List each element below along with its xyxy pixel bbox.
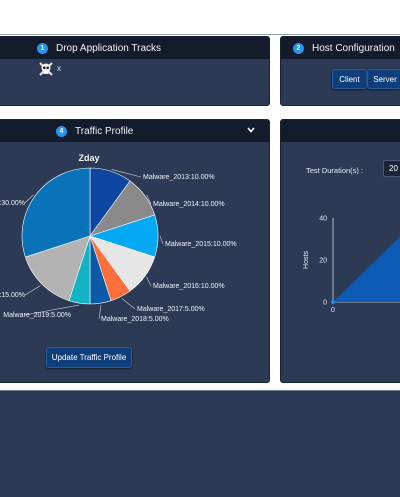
- pie-slice-label: Malware_2015:10.00%: [165, 241, 237, 248]
- server-button[interactable]: Server: [367, 69, 400, 89]
- pie-slice-label: Malware_2014:10.00%: [153, 201, 225, 208]
- host-config-header: 2 Host Configuration: [281, 37, 400, 59]
- test-profile-panel: Test Duration(s) : 20 40 20 0 0 Hosts: [280, 119, 400, 383]
- drop-application-tracks-panel: 1 Drop Application Tracks x: [0, 36, 270, 106]
- drop-tracks-title: Drop Application Tracks: [56, 42, 162, 54]
- pie-label-connector: [111, 169, 142, 178]
- pie-label-connector: [24, 285, 41, 296]
- drop-tracks-header: 1 Drop Application Tracks: [0, 37, 269, 59]
- track-remove-x[interactable]: x: [57, 64, 61, 73]
- pie-slice-label: Malware_2018:5.00%: [101, 316, 169, 323]
- pie-slice-label: Malware_2017:5.00%: [137, 306, 205, 313]
- x-tick-label: 0: [331, 307, 335, 314]
- pie-slice-label: :15.00%: [0, 292, 25, 299]
- chevron-down-icon[interactable]: [247, 127, 255, 133]
- y-tick-label: 0: [323, 300, 327, 307]
- test-duration-input[interactable]: 20: [383, 160, 400, 177]
- skull-icon[interactable]: [39, 62, 53, 76]
- step-number-badge: 1: [37, 42, 48, 54]
- y-tick-label: 20: [319, 258, 327, 265]
- pie-label-connector: [24, 304, 80, 316]
- client-button[interactable]: Client: [332, 69, 367, 89]
- pie-label-connector: [98, 305, 102, 320]
- pie-label-connector: [24, 194, 34, 204]
- pie-chart-title: Zday: [78, 153, 100, 163]
- update-traffic-profile-button[interactable]: Update Traffic Profile: [46, 347, 132, 368]
- pie-label-connector: [159, 235, 164, 245]
- pie-slice[interactable]: [24, 235, 91, 302]
- test-profile-header: [281, 120, 400, 142]
- bottom-panel: [0, 390, 400, 497]
- pie-slice-label: Malware_2019:5.00%: [3, 312, 71, 319]
- hosts-area[interactable]: [333, 226, 400, 302]
- host-config-title: Host Configuration: [312, 42, 395, 54]
- pie-label-connector: [146, 276, 152, 287]
- step-number-badge: 2: [293, 42, 304, 54]
- traffic-profile-header: 4 Traffic Profile: [0, 120, 269, 142]
- y-axis-label: Hosts: [303, 251, 310, 269]
- hosts-area-chart: 40 20 00 Hosts: [303, 216, 400, 314]
- traffic-pie-chart: Malware_2013:10.00% Malware_2014:10.00% Ma…: [0, 167, 237, 323]
- pie-slice[interactable]: [21, 167, 91, 258]
- pie-label-connector: [121, 298, 136, 310]
- pie-label-connector: [146, 194, 152, 205]
- traffic-profile-panel: 4 Traffic Profile Zday Malware_2013:10.0…: [0, 119, 270, 383]
- pie-slice-label: :30.00%: [0, 200, 25, 207]
- step-number-badge: 4: [56, 125, 67, 137]
- pie-slice-label: Malware_2013:10.00%: [143, 174, 215, 181]
- top-band: [0, 0, 400, 35]
- data-point[interactable]: [330, 299, 336, 305]
- pie-slice-label: Malware_2016:10.00%: [153, 283, 225, 290]
- traffic-profile-title: Traffic Profile: [75, 125, 134, 137]
- y-tick-label: 40: [319, 216, 327, 223]
- host-configuration-panel: 2 Host Configuration Client Server: [280, 36, 400, 106]
- test-duration-label: Test Duration(s) :: [306, 166, 364, 175]
